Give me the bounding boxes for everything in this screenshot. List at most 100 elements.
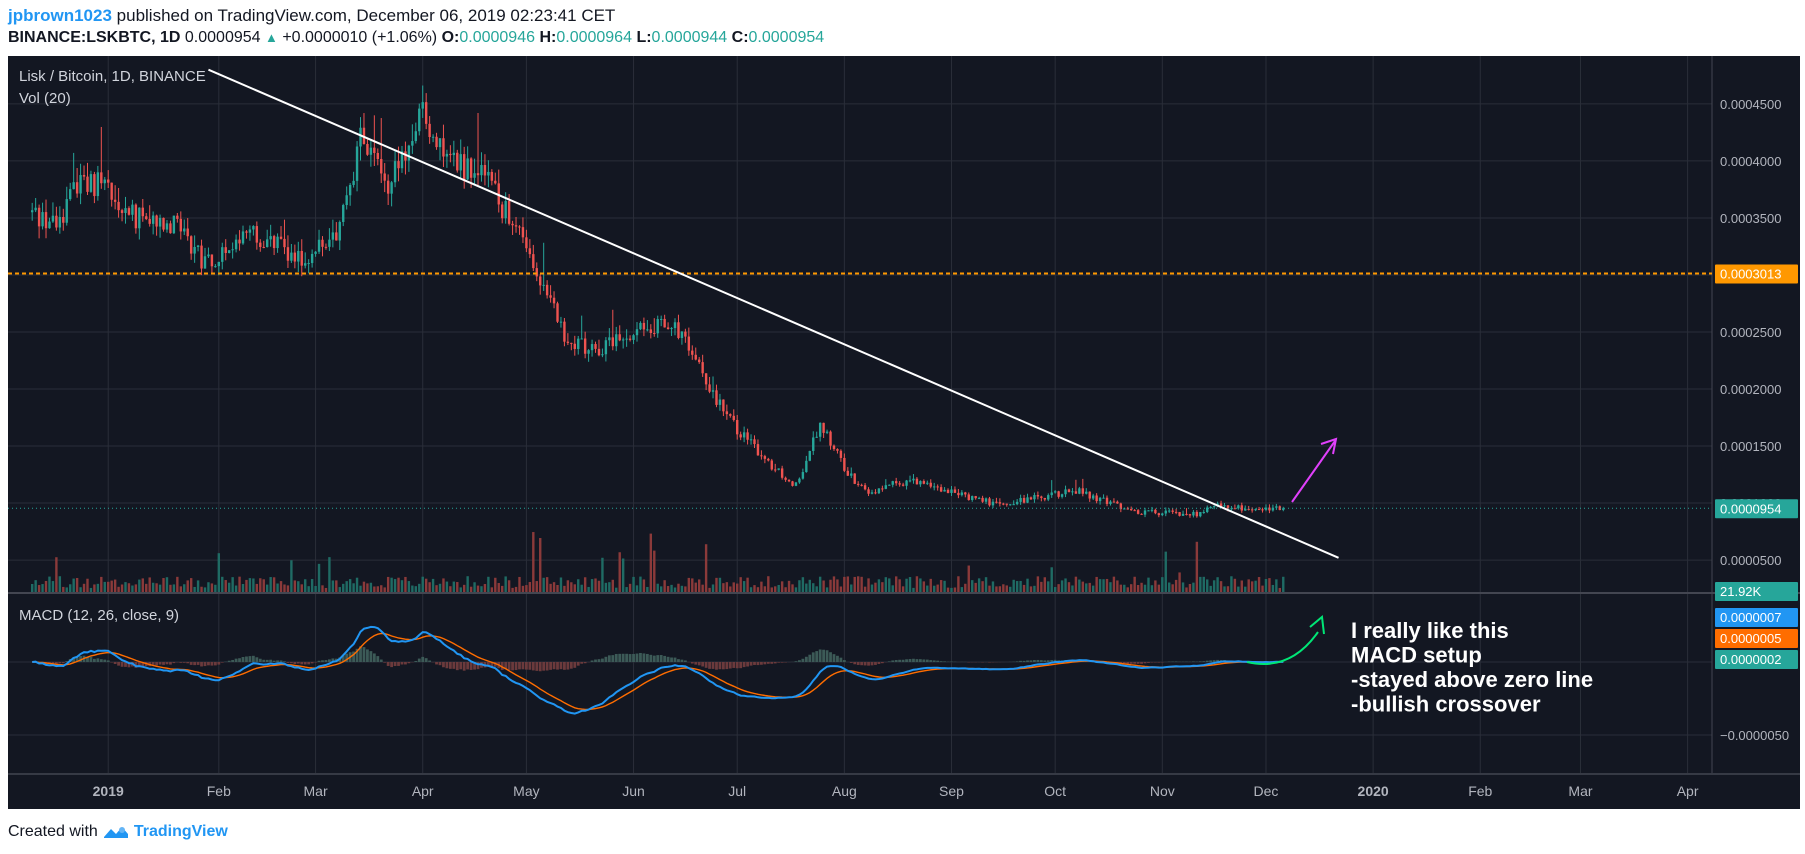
volume-bar — [245, 579, 248, 592]
candle-body — [82, 175, 86, 177]
histogram-bar — [545, 662, 549, 671]
candle-body — [729, 414, 732, 416]
histogram-bar — [766, 662, 770, 664]
candle-body — [1250, 509, 1254, 511]
histogram-bar — [186, 662, 190, 664]
candle-body — [960, 492, 964, 496]
tradingview-logo-icon[interactable] — [102, 824, 130, 840]
histogram-bar — [289, 662, 293, 664]
volume-bar — [1019, 580, 1022, 592]
candle-body — [732, 415, 735, 420]
volume-bar — [1060, 580, 1064, 592]
histogram-bar — [552, 662, 556, 670]
candle-body — [145, 216, 148, 219]
histogram-bar — [715, 662, 718, 670]
volume-bar — [573, 584, 576, 592]
candle-body — [1257, 509, 1261, 511]
author-name[interactable]: jpbrown1023 — [8, 6, 112, 25]
candle-body — [566, 341, 570, 343]
candle-body — [393, 161, 397, 183]
histogram-bar — [1136, 662, 1140, 664]
candle-body — [818, 422, 822, 437]
volume-bar — [459, 587, 462, 592]
volume-bar — [127, 583, 131, 592]
candle-body — [677, 322, 680, 338]
tradingview-link[interactable]: TradingView — [133, 823, 228, 840]
volume-bar — [69, 584, 72, 592]
candle-body — [1022, 497, 1026, 503]
volume-bar — [348, 579, 352, 592]
volume-bar — [1123, 584, 1126, 592]
candle-body — [262, 246, 265, 248]
candle-body — [770, 460, 773, 470]
x-tick-label: 2020 — [1358, 783, 1389, 799]
candle-body — [836, 449, 839, 451]
histogram-bar — [794, 661, 798, 662]
volume-bar — [297, 581, 300, 592]
x-tick-label: Dec — [1254, 783, 1279, 799]
volume-bar — [753, 585, 756, 592]
macd-value-label-bg — [1715, 608, 1798, 627]
volume-bar — [1257, 577, 1261, 592]
candle-body — [1033, 495, 1036, 500]
candle-body — [901, 484, 905, 486]
volume-bar — [227, 582, 231, 592]
histogram-bar — [296, 662, 300, 664]
volume-bar — [89, 587, 93, 592]
candle-body — [418, 108, 421, 132]
candle-body — [424, 102, 428, 124]
volume-bar — [504, 576, 507, 592]
candle-body — [1036, 495, 1040, 497]
candle-body — [971, 496, 974, 500]
candle-body — [279, 236, 283, 239]
candle-body — [390, 182, 393, 194]
candle-body — [1254, 509, 1257, 511]
candle-body — [981, 497, 984, 502]
candle-body — [559, 321, 563, 323]
volume-bar — [138, 579, 141, 592]
indicator-lines — [32, 625, 1284, 715]
candle-body — [611, 337, 614, 347]
candle-body — [898, 483, 901, 485]
candle-body — [915, 478, 919, 485]
histogram-bar — [642, 653, 646, 662]
close-label: C: — [731, 29, 749, 46]
volume-bar — [1216, 577, 1219, 592]
candle-body — [1116, 501, 1119, 504]
candle-body — [1206, 507, 1209, 513]
low-value: 0.0000944 — [651, 29, 728, 46]
volume-bar — [1095, 576, 1098, 592]
volume-bar — [169, 584, 172, 592]
histogram-bar — [1019, 660, 1023, 662]
candle-body — [131, 204, 134, 215]
volume-bar — [196, 580, 200, 592]
histogram-bar — [566, 662, 570, 670]
histogram-bar — [462, 662, 466, 671]
histogram-bar — [511, 662, 514, 671]
candle-body — [158, 217, 162, 227]
histogram-bar — [386, 662, 390, 666]
histogram-bar — [466, 662, 470, 670]
candle-body — [221, 247, 224, 262]
volume-bar — [286, 585, 290, 592]
volume-bar — [438, 583, 442, 592]
candle-body — [203, 256, 207, 269]
volume-bar — [1130, 584, 1133, 592]
x-tick-label: Feb — [1468, 783, 1492, 799]
candle-body — [608, 337, 611, 341]
volume-bar — [673, 587, 677, 592]
candle-body — [912, 478, 915, 481]
candle-body — [856, 483, 860, 485]
histogram-bar — [1140, 662, 1143, 664]
histogram-bar — [753, 662, 756, 665]
volume-bar — [742, 581, 746, 592]
volume-bar — [134, 584, 138, 592]
y-tick-label: 0.0002000 — [1720, 382, 1781, 397]
candle-body — [563, 321, 566, 342]
volume-bar — [1147, 577, 1150, 592]
candle-body — [1015, 501, 1019, 505]
histogram-bar — [234, 658, 238, 662]
volume-bar — [476, 585, 480, 592]
candle-body — [383, 173, 386, 181]
